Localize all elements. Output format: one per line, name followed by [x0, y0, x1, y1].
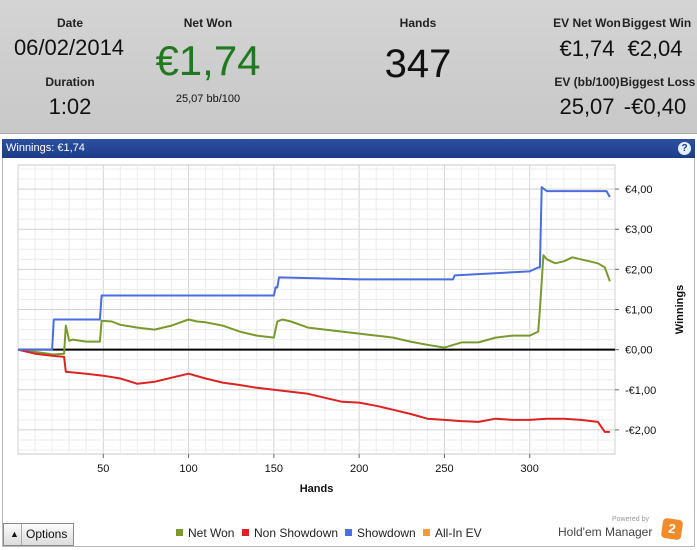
powered-by-text: Powered by: [612, 516, 649, 523]
y-axis-title: Winnings: [674, 285, 686, 334]
date-label: Date: [56, 16, 83, 30]
series-line-non-showdown: [17, 348, 610, 433]
legend-item-net-won: Net Won: [176, 526, 234, 540]
biggest-loss-label: Biggest Loss: [620, 75, 696, 89]
legend-swatch: [242, 529, 249, 536]
session-summary-panel: Date 06/02/2014 Duration 1:02 Net Won €1…: [0, 0, 697, 134]
y-tick-label: €0,00: [625, 345, 653, 357]
legend-label: All-In EV: [435, 526, 482, 540]
legend-label: Net Won: [188, 526, 235, 540]
y-tick-label: €4,00: [625, 184, 653, 196]
legend-label: Non Showdown: [254, 526, 339, 540]
x-tick-label: 250: [435, 463, 453, 475]
legend-item-non-showdown: Non Showdown: [242, 526, 338, 540]
date-value: 06/02/2014: [13, 35, 125, 60]
legend-swatch: [176, 529, 183, 536]
help-icon[interactable]: ?: [678, 142, 691, 155]
winnings-title: Winnings: €1,74: [6, 142, 85, 154]
x-tick-label: 300: [521, 463, 539, 475]
legend-label: Showdown: [357, 526, 416, 540]
ev-net-won-label: EV Net Won: [553, 16, 621, 30]
options-button[interactable]: ▲ Options: [3, 523, 74, 546]
y-tick-label: -€2,00: [625, 425, 656, 437]
y-tick-label: -€1,00: [625, 385, 656, 397]
biggest-win-label: Biggest Win: [622, 16, 692, 30]
y-tick-label: €1,00: [625, 305, 653, 317]
duration-value: 1:02: [48, 94, 92, 119]
y-tick-label: €3,00: [625, 224, 653, 236]
biggest-win-value: €2,04: [627, 36, 683, 61]
holdem-manager-logo-text: Hold'em Manager: [558, 525, 653, 539]
series-line-showdown: [18, 186, 611, 351]
net-won-value: €1,74: [155, 37, 261, 84]
net-won-label: Net Won: [183, 16, 233, 30]
ev-bb100-label: EV (bb/100): [554, 75, 620, 89]
x-tick-label: 200: [350, 463, 368, 475]
options-label: Options: [26, 527, 68, 541]
hands-label: Hands: [399, 16, 437, 30]
y-tick-label: €2,00: [625, 264, 653, 276]
duration-label: Duration: [45, 75, 95, 89]
series-line-net-won: [17, 254, 611, 356]
legend-swatch: [423, 529, 430, 536]
x-tick-label: 150: [265, 463, 283, 475]
x-tick-label: 100: [179, 463, 197, 475]
winnings-chart: -€2,00 -€1,00 €0,00 €1,00 €2,00 €3,00 €4,00 50 1…: [17, 164, 686, 495]
winnings-header-bar: Winnings: €1,74 ?: [2, 139, 695, 158]
holdem-manager-logo-icon: 2: [660, 517, 684, 541]
legend-item-showdown: Showdown: [345, 526, 416, 540]
legend-item-all-in-ev: All-In EV: [423, 526, 482, 540]
chevron-up-icon: ▲: [8, 524, 22, 545]
biggest-loss-value: -€0,40: [623, 94, 687, 119]
net-won-bb100: 25,07 bb/100: [175, 93, 241, 105]
hands-value: 347: [384, 42, 452, 86]
x-tick-label: 50: [97, 463, 109, 475]
ev-bb100-value: 25,07: [559, 94, 615, 119]
ev-net-won-value: €1,74: [559, 36, 615, 61]
winnings-chart-panel: -€2,00 -€1,00 €0,00 €1,00 €2,00 €3,00 €4,00 50 1…: [2, 158, 695, 547]
legend-swatch: [345, 529, 352, 536]
x-axis-title: Hands: [300, 483, 334, 495]
